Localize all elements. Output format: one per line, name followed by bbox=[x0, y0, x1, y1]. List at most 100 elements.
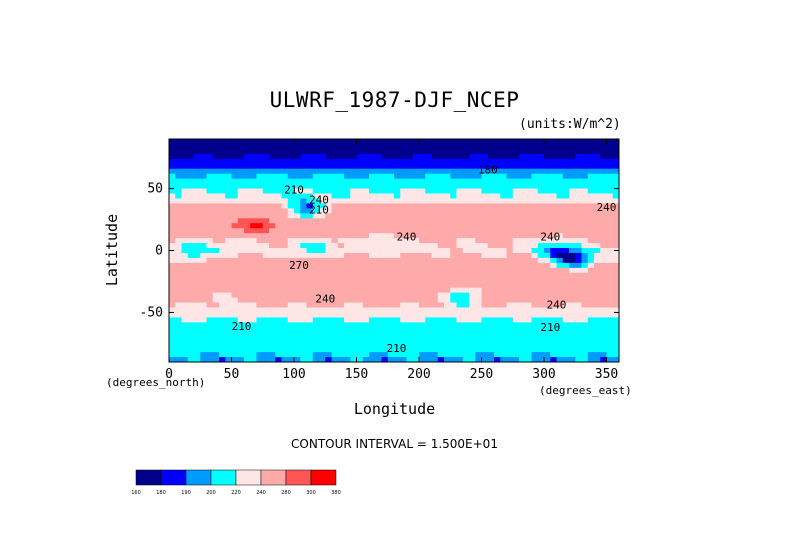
heatmap-cell bbox=[425, 233, 432, 239]
heatmap-cell bbox=[506, 193, 514, 199]
heatmap-cell bbox=[569, 188, 576, 195]
heatmap-cell bbox=[612, 282, 619, 289]
heatmap-cell bbox=[581, 357, 589, 362]
heatmap-cell bbox=[319, 352, 326, 358]
heatmap-cell bbox=[200, 198, 207, 204]
heatmap-cell bbox=[562, 287, 570, 294]
heatmap-cell bbox=[344, 327, 351, 333]
heatmap-cell bbox=[537, 208, 545, 214]
heatmap-cell bbox=[587, 163, 595, 170]
heatmap-cell bbox=[331, 287, 339, 294]
heatmap-cell bbox=[462, 282, 470, 289]
heatmap-cell bbox=[187, 357, 195, 362]
heatmap-cell bbox=[494, 233, 501, 239]
heatmap-cell bbox=[519, 272, 526, 279]
heatmap-cell bbox=[556, 233, 564, 239]
heatmap-cell bbox=[175, 352, 182, 358]
heatmap-cell bbox=[606, 148, 614, 155]
heatmap-cell bbox=[344, 262, 351, 269]
heatmap-cell bbox=[175, 312, 182, 318]
heatmap-cell bbox=[425, 143, 432, 150]
heatmap-cell bbox=[456, 337, 464, 343]
heatmap-cell bbox=[300, 297, 307, 304]
heatmap-cell bbox=[562, 267, 570, 274]
heatmap-cell bbox=[487, 198, 495, 204]
heatmap-cell bbox=[306, 277, 314, 284]
heatmap-cell bbox=[319, 248, 326, 254]
heatmap-cell bbox=[462, 198, 470, 204]
heatmap-cell bbox=[469, 148, 476, 155]
heatmap-cell bbox=[375, 342, 382, 348]
heatmap-cell bbox=[275, 153, 282, 160]
heatmap-cell bbox=[350, 262, 357, 269]
heatmap-cell bbox=[256, 248, 264, 254]
heatmap-cell bbox=[312, 148, 320, 155]
heatmap-cell bbox=[487, 178, 495, 185]
heatmap-cell bbox=[300, 327, 307, 333]
heatmap-cell bbox=[269, 347, 276, 353]
heatmap-cell bbox=[537, 143, 545, 150]
heatmap-cell bbox=[300, 228, 307, 234]
heatmap-cell bbox=[425, 277, 432, 284]
heatmap-cell bbox=[525, 302, 532, 308]
heatmap-cell bbox=[200, 287, 207, 294]
heatmap-cell bbox=[219, 327, 226, 333]
heatmap-cell bbox=[494, 203, 501, 209]
heatmap-cell bbox=[269, 163, 276, 170]
heatmap-cell bbox=[319, 178, 326, 185]
heatmap-cell bbox=[437, 148, 445, 155]
heatmap-cell bbox=[231, 352, 239, 358]
contour-label: 210 bbox=[309, 203, 329, 216]
heatmap-cell bbox=[437, 327, 445, 333]
heatmap-cell bbox=[419, 228, 426, 234]
heatmap-cell bbox=[394, 198, 401, 204]
heatmap-cell bbox=[244, 267, 251, 274]
heatmap-cell bbox=[425, 183, 432, 190]
heatmap-cell bbox=[362, 297, 370, 304]
heatmap-cell bbox=[212, 228, 220, 234]
heatmap-cell bbox=[487, 347, 495, 353]
heatmap-cell bbox=[487, 287, 495, 294]
heatmap-cell bbox=[356, 193, 364, 199]
heatmap-cell bbox=[256, 238, 264, 244]
heatmap-cell bbox=[294, 297, 301, 304]
heatmap-cell bbox=[350, 272, 357, 279]
heatmap-cell bbox=[400, 282, 407, 289]
heatmap-cell bbox=[375, 357, 382, 362]
heatmap-cell bbox=[306, 223, 314, 229]
heatmap-cell bbox=[369, 252, 376, 259]
heatmap-cell bbox=[437, 153, 445, 160]
heatmap-cell bbox=[431, 272, 439, 279]
heatmap-cell bbox=[531, 312, 539, 318]
heatmap-cell bbox=[306, 307, 314, 313]
heatmap-cell bbox=[544, 233, 551, 239]
heatmap-cell bbox=[512, 337, 520, 343]
heatmap-cell bbox=[425, 307, 432, 313]
heatmap-cell bbox=[519, 233, 526, 239]
heatmap-cell bbox=[294, 233, 301, 239]
heatmap-cell bbox=[594, 188, 601, 195]
heatmap-cell bbox=[369, 148, 376, 155]
x-tick-label: 250 bbox=[470, 367, 493, 382]
heatmap-cell bbox=[412, 267, 420, 274]
heatmap-cell bbox=[269, 188, 276, 195]
heatmap-cell bbox=[412, 218, 420, 224]
heatmap-cell bbox=[312, 272, 320, 279]
heatmap-cell bbox=[606, 257, 614, 264]
heatmap-cell bbox=[531, 168, 539, 175]
heatmap-cell bbox=[400, 317, 407, 323]
heatmap-cell bbox=[269, 193, 276, 199]
heatmap-cell bbox=[531, 347, 539, 353]
heatmap-cell bbox=[594, 148, 601, 155]
heatmap-cell bbox=[244, 183, 251, 190]
heatmap-cell bbox=[419, 158, 426, 165]
heatmap-cell bbox=[194, 342, 201, 348]
heatmap-cell bbox=[237, 198, 245, 204]
heatmap-cell bbox=[187, 228, 195, 234]
heatmap-cell bbox=[381, 272, 389, 279]
heatmap-cell bbox=[594, 178, 601, 185]
heatmap-cell bbox=[481, 282, 489, 289]
heatmap-cell bbox=[306, 193, 314, 199]
heatmap-cell bbox=[600, 198, 607, 204]
heatmap-cell bbox=[394, 337, 401, 343]
